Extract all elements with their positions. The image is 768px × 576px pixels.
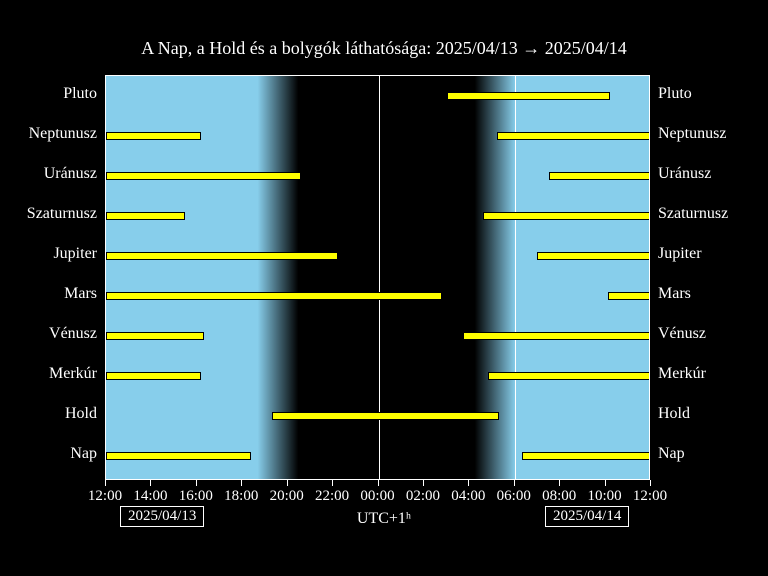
x-tick-label: 10:00: [587, 488, 621, 505]
visibility-bar: [106, 132, 201, 140]
x-tick-mark: [150, 480, 151, 486]
x-tick-mark: [196, 480, 197, 486]
x-tick-label: 08:00: [542, 488, 576, 505]
visibility-bar: [549, 172, 650, 180]
x-tick-mark: [650, 480, 651, 486]
x-tick-label: 16:00: [179, 488, 213, 505]
body-label-right: Neptunusz: [658, 125, 726, 143]
visibility-bar: [106, 252, 338, 260]
body-label-left: Mars: [64, 285, 97, 303]
visibility-bar: [608, 292, 650, 300]
plot-area: [105, 75, 650, 480]
body-label-right: Uránusz: [658, 165, 711, 183]
chart-title: A Nap, a Hold és a bolygók láthatósága: …: [0, 38, 768, 59]
visibility-bar: [106, 172, 301, 180]
visibility-bar: [488, 372, 651, 380]
visibility-bar: [497, 132, 650, 140]
visibility-bar: [106, 212, 185, 220]
x-axis-label: UTC+1ʰ: [0, 510, 768, 528]
body-label-left: Pluto: [63, 85, 97, 103]
x-tick-mark: [605, 480, 606, 486]
x-tick-mark: [105, 480, 106, 486]
date-left-box: 2025/04/13: [120, 506, 204, 527]
x-tick-mark: [332, 480, 333, 486]
body-label-right: Pluto: [658, 85, 692, 103]
body-label-left: Nap: [70, 445, 97, 463]
date-right-box: 2025/04/14: [545, 506, 629, 527]
visibility-bar: [106, 452, 251, 460]
body-label-right: Vénusz: [658, 325, 706, 343]
visibility-bar: [463, 332, 650, 340]
visibility-bar: [447, 92, 611, 100]
x-tick-label: 18:00: [224, 488, 258, 505]
x-tick-mark: [241, 480, 242, 486]
visibility-bar: [272, 412, 499, 420]
visibility-bar: [537, 252, 650, 260]
body-label-left: Neptunusz: [29, 125, 97, 143]
visibility-bar: [106, 292, 442, 300]
body-label-right: Szaturnusz: [658, 205, 728, 223]
body-label-left: Vénusz: [49, 325, 97, 343]
body-label-left: Uránusz: [44, 165, 97, 183]
body-label-left: Merkúr: [49, 365, 97, 383]
x-tick-mark: [378, 480, 379, 486]
x-tick-label: 22:00: [315, 488, 349, 505]
body-label-left: Jupiter: [53, 245, 97, 263]
x-tick-mark: [559, 480, 560, 486]
x-tick-label: 02:00: [406, 488, 440, 505]
x-tick-label: 04:00: [451, 488, 485, 505]
x-tick-label: 00:00: [360, 488, 394, 505]
body-label-left: Szaturnusz: [27, 205, 97, 223]
x-tick-mark: [287, 480, 288, 486]
body-label-right: Nap: [658, 445, 685, 463]
x-tick-mark: [468, 480, 469, 486]
x-tick-label: 14:00: [133, 488, 167, 505]
x-tick-label: 20:00: [270, 488, 304, 505]
x-tick-label: 12:00: [633, 488, 667, 505]
body-label-right: Hold: [658, 405, 690, 423]
body-label-right: Merkúr: [658, 365, 706, 383]
body-label-right: Jupiter: [658, 245, 702, 263]
x-tick-label: 12:00: [88, 488, 122, 505]
body-label-left: Hold: [65, 405, 97, 423]
visibility-bar: [522, 452, 650, 460]
visibility-bar: [483, 212, 650, 220]
body-label-right: Mars: [658, 285, 691, 303]
x-tick-mark: [423, 480, 424, 486]
visibility-bar: [106, 332, 204, 340]
x-tick-label: 06:00: [497, 488, 531, 505]
x-tick-mark: [514, 480, 515, 486]
visibility-bar: [106, 372, 201, 380]
